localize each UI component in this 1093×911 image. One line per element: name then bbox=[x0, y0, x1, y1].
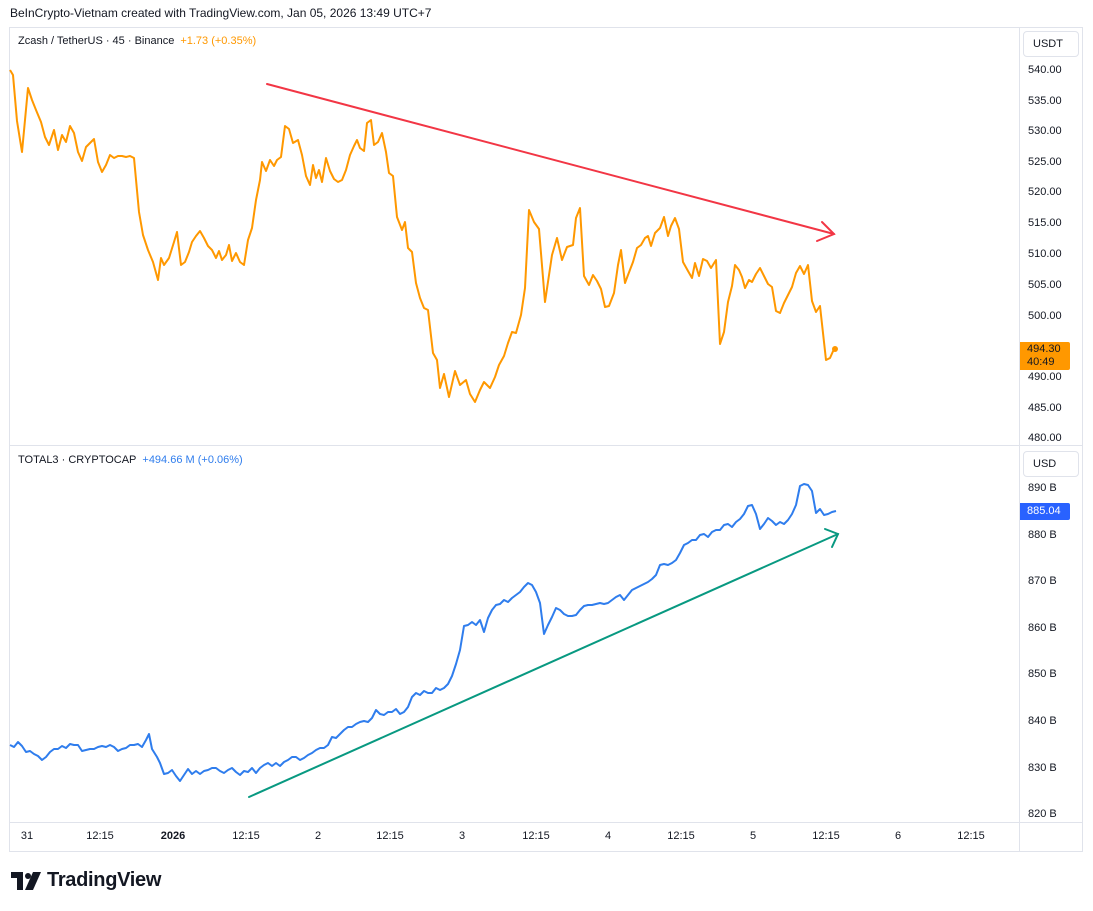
zec-legend[interactable]: Zcash / TetherUS · 45 · Binance +1.73 (+0… bbox=[18, 35, 256, 47]
zec-price-line bbox=[9, 69, 835, 403]
total3-line bbox=[9, 483, 837, 782]
chart-frame bbox=[9, 27, 1083, 852]
y-tick: 510.00 bbox=[1028, 248, 1062, 260]
y-tick: 860 B bbox=[1028, 622, 1057, 634]
x-tick: 12:15 bbox=[522, 830, 550, 842]
x-tick: 2 bbox=[314, 830, 322, 842]
total3-symbol-label: TOTAL3 · CRYPTOCAP bbox=[18, 454, 137, 466]
y-tick: 830 B bbox=[1028, 762, 1057, 774]
y-tick: 485.00 bbox=[1028, 402, 1062, 414]
zec-symbol-label: Zcash / TetherUS · 45 · Binance bbox=[18, 35, 175, 47]
y-tick: 525.00 bbox=[1028, 156, 1062, 168]
x-tick: 5 bbox=[749, 830, 757, 842]
y-tick: 490.00 bbox=[1028, 371, 1062, 383]
downtrend-arrow bbox=[266, 83, 836, 242]
zec-last-point bbox=[832, 346, 838, 352]
total3-legend[interactable]: TOTAL3 · CRYPTOCAP +494.66 M (+0.06%) bbox=[18, 454, 243, 466]
zec-last-price-tag: 494.30 40:49 bbox=[1020, 342, 1070, 370]
y-tick: 535.00 bbox=[1028, 95, 1062, 107]
pane-separator[interactable] bbox=[9, 445, 1083, 446]
y-tick: 500.00 bbox=[1028, 310, 1062, 322]
tradingview-logo-text: TradingView bbox=[47, 869, 162, 891]
x-tick: 4 bbox=[604, 830, 612, 842]
y-tick: 540.00 bbox=[1028, 64, 1062, 76]
x-tick: 31 bbox=[20, 830, 34, 842]
chart-plot-area[interactable] bbox=[0, 0, 1019, 822]
y-tick: 530.00 bbox=[1028, 125, 1062, 137]
y-tick: 840 B bbox=[1028, 715, 1057, 727]
y-tick: 480.00 bbox=[1028, 432, 1062, 444]
total3-change-label: +494.66 M (+0.06%) bbox=[142, 454, 243, 466]
y-tick: 890 B bbox=[1028, 482, 1057, 494]
chart-credit: BeInCrypto-Vietnam created with TradingV… bbox=[10, 6, 432, 20]
x-tick: 12:15 bbox=[812, 830, 840, 842]
x-tick: 3 bbox=[458, 830, 466, 842]
uptrend-arrow bbox=[248, 528, 840, 798]
usdt-unit-button[interactable]: USDT bbox=[1023, 31, 1079, 57]
x-tick: 12:15 bbox=[86, 830, 114, 842]
x-tick: 12:15 bbox=[667, 830, 695, 842]
zec-last-price: 494.30 bbox=[1027, 343, 1061, 355]
x-tick: 2026 bbox=[160, 830, 186, 842]
x-tick: 12:15 bbox=[376, 830, 404, 842]
y-tick: 505.00 bbox=[1028, 279, 1062, 291]
time-axis-divider bbox=[9, 822, 1083, 823]
y-tick: 870 B bbox=[1028, 575, 1057, 587]
total3-last-price-tag: 885.04 B bbox=[1020, 503, 1070, 532]
tradingview-logo-icon bbox=[11, 871, 41, 890]
price-axis-divider bbox=[1019, 27, 1020, 852]
tradingview-logo[interactable]: TradingView bbox=[11, 869, 161, 892]
y-tick: 520.00 bbox=[1028, 186, 1062, 198]
usd-unit-button[interactable]: USD bbox=[1023, 451, 1079, 477]
y-tick: 820 B bbox=[1028, 808, 1057, 820]
y-tick: 880 B bbox=[1028, 529, 1057, 541]
x-tick: 12:15 bbox=[232, 830, 260, 842]
x-tick: 6 bbox=[894, 830, 902, 842]
zec-change-label: +1.73 (+0.35%) bbox=[180, 35, 257, 47]
bar-countdown: 40:49 bbox=[1027, 356, 1055, 368]
x-tick: 12:15 bbox=[957, 830, 985, 842]
y-tick: 515.00 bbox=[1028, 217, 1062, 229]
y-tick: 850 B bbox=[1028, 668, 1057, 680]
